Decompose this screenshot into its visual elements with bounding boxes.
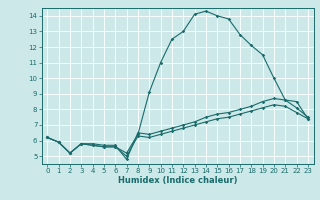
X-axis label: Humidex (Indice chaleur): Humidex (Indice chaleur) [118, 176, 237, 185]
